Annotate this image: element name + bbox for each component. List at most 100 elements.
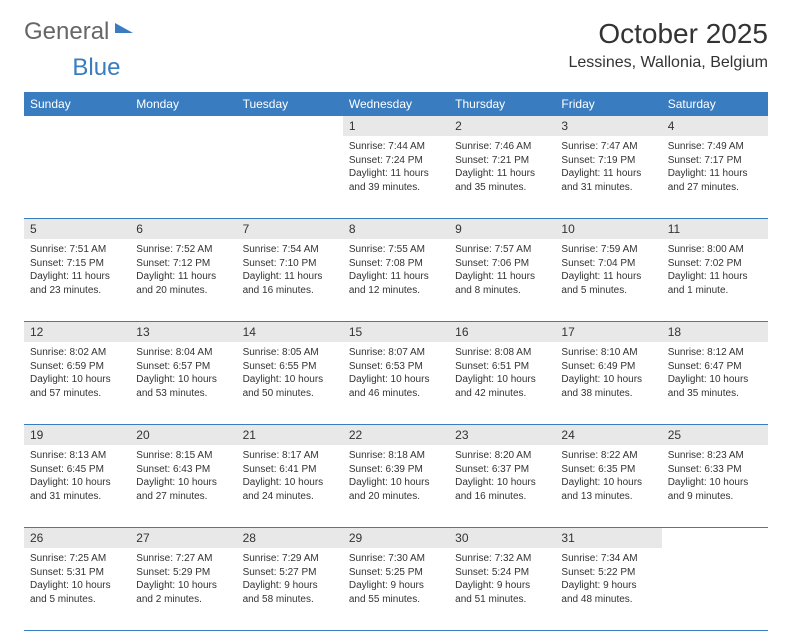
daylight-text: Daylight: 11 hours and 20 minutes. — [136, 270, 230, 297]
day-detail-row: Sunrise: 7:51 AMSunset: 7:15 PMDaylight:… — [24, 239, 768, 321]
sunset-text: Sunset: 6:47 PM — [668, 360, 762, 374]
calendar: Sunday Monday Tuesday Wednesday Thursday… — [24, 92, 768, 631]
day-cell: Sunrise: 8:00 AMSunset: 7:02 PMDaylight:… — [662, 239, 768, 321]
sunrise-text: Sunrise: 7:59 AM — [561, 243, 655, 257]
day-detail-row: Sunrise: 7:25 AMSunset: 5:31 PMDaylight:… — [24, 548, 768, 630]
day-number: 4 — [662, 116, 768, 136]
daylight-text: Daylight: 10 hours and 53 minutes. — [136, 373, 230, 400]
daylight-text: Daylight: 10 hours and 20 minutes. — [349, 476, 443, 503]
day-number-row: 19202122232425 — [24, 425, 768, 445]
sunrise-text: Sunrise: 8:12 AM — [668, 346, 762, 360]
day-cell: Sunrise: 7:49 AMSunset: 7:17 PMDaylight:… — [662, 136, 768, 218]
sunset-text: Sunset: 7:17 PM — [668, 154, 762, 168]
daylight-text: Daylight: 9 hours and 51 minutes. — [455, 579, 549, 606]
week-row: 567891011Sunrise: 7:51 AMSunset: 7:15 PM… — [24, 219, 768, 322]
weekday-wednesday: Wednesday — [343, 92, 449, 116]
day-cell: Sunrise: 7:30 AMSunset: 5:25 PMDaylight:… — [343, 548, 449, 630]
day-number — [24, 116, 130, 136]
sunrise-text: Sunrise: 7:44 AM — [349, 140, 443, 154]
sunrise-text: Sunrise: 7:34 AM — [561, 552, 655, 566]
day-cell: Sunrise: 8:02 AMSunset: 6:59 PMDaylight:… — [24, 342, 130, 424]
sunset-text: Sunset: 6:57 PM — [136, 360, 230, 374]
day-number-row: 262728293031 — [24, 528, 768, 548]
day-number-row: 12131415161718 — [24, 322, 768, 342]
daylight-text: Daylight: 10 hours and 42 minutes. — [455, 373, 549, 400]
day-cell: Sunrise: 7:46 AMSunset: 7:21 PMDaylight:… — [449, 136, 555, 218]
sunrise-text: Sunrise: 8:10 AM — [561, 346, 655, 360]
day-number: 14 — [237, 322, 343, 342]
sunset-text: Sunset: 6:53 PM — [349, 360, 443, 374]
sunset-text: Sunset: 7:04 PM — [561, 257, 655, 271]
sunset-text: Sunset: 5:25 PM — [349, 566, 443, 580]
day-cell: Sunrise: 8:15 AMSunset: 6:43 PMDaylight:… — [130, 445, 236, 527]
day-cell: Sunrise: 7:44 AMSunset: 7:24 PMDaylight:… — [343, 136, 449, 218]
day-number: 8 — [343, 219, 449, 239]
day-number: 16 — [449, 322, 555, 342]
week-row: 12131415161718Sunrise: 8:02 AMSunset: 6:… — [24, 322, 768, 425]
day-cell: Sunrise: 7:59 AMSunset: 7:04 PMDaylight:… — [555, 239, 661, 321]
day-number: 10 — [555, 219, 661, 239]
daylight-text: Daylight: 10 hours and 9 minutes. — [668, 476, 762, 503]
daylight-text: Daylight: 10 hours and 27 minutes. — [136, 476, 230, 503]
weekday-friday: Friday — [555, 92, 661, 116]
day-number: 24 — [555, 425, 661, 445]
day-cell: Sunrise: 8:22 AMSunset: 6:35 PMDaylight:… — [555, 445, 661, 527]
daylight-text: Daylight: 9 hours and 58 minutes. — [243, 579, 337, 606]
daylight-text: Daylight: 11 hours and 16 minutes. — [243, 270, 337, 297]
daylight-text: Daylight: 10 hours and 46 minutes. — [349, 373, 443, 400]
day-cell — [662, 548, 768, 630]
sunrise-text: Sunrise: 7:25 AM — [30, 552, 124, 566]
sunset-text: Sunset: 7:02 PM — [668, 257, 762, 271]
sunrise-text: Sunrise: 8:04 AM — [136, 346, 230, 360]
sunrise-text: Sunrise: 7:54 AM — [243, 243, 337, 257]
daylight-text: Daylight: 10 hours and 57 minutes. — [30, 373, 124, 400]
sunrise-text: Sunrise: 8:15 AM — [136, 449, 230, 463]
daylight-text: Daylight: 10 hours and 5 minutes. — [30, 579, 124, 606]
day-number-row: 567891011 — [24, 219, 768, 239]
day-number — [662, 528, 768, 548]
day-cell: Sunrise: 7:29 AMSunset: 5:27 PMDaylight:… — [237, 548, 343, 630]
day-cell: Sunrise: 7:55 AMSunset: 7:08 PMDaylight:… — [343, 239, 449, 321]
day-number: 28 — [237, 528, 343, 548]
sunset-text: Sunset: 5:27 PM — [243, 566, 337, 580]
sunrise-text: Sunrise: 8:00 AM — [668, 243, 762, 257]
title-block: October 2025 Lessines, Wallonia, Belgium — [569, 18, 769, 72]
brand-part2: Blue — [72, 54, 120, 82]
day-number: 29 — [343, 528, 449, 548]
daylight-text: Daylight: 10 hours and 13 minutes. — [561, 476, 655, 503]
weekday-tuesday: Tuesday — [237, 92, 343, 116]
day-number: 20 — [130, 425, 236, 445]
day-number: 12 — [24, 322, 130, 342]
daylight-text: Daylight: 11 hours and 5 minutes. — [561, 270, 655, 297]
daylight-text: Daylight: 10 hours and 2 minutes. — [136, 579, 230, 606]
day-number-row: 1234 — [24, 116, 768, 136]
day-cell: Sunrise: 8:10 AMSunset: 6:49 PMDaylight:… — [555, 342, 661, 424]
sunset-text: Sunset: 6:41 PM — [243, 463, 337, 477]
daylight-text: Daylight: 10 hours and 16 minutes. — [455, 476, 549, 503]
week-row: 19202122232425Sunrise: 8:13 AMSunset: 6:… — [24, 425, 768, 528]
sunset-text: Sunset: 5:29 PM — [136, 566, 230, 580]
sunset-text: Sunset: 6:59 PM — [30, 360, 124, 374]
day-detail-row: Sunrise: 8:02 AMSunset: 6:59 PMDaylight:… — [24, 342, 768, 424]
day-cell: Sunrise: 7:54 AMSunset: 7:10 PMDaylight:… — [237, 239, 343, 321]
day-number: 19 — [24, 425, 130, 445]
day-number: 30 — [449, 528, 555, 548]
sunrise-text: Sunrise: 8:22 AM — [561, 449, 655, 463]
sunset-text: Sunset: 6:51 PM — [455, 360, 549, 374]
day-cell: Sunrise: 8:18 AMSunset: 6:39 PMDaylight:… — [343, 445, 449, 527]
sunrise-text: Sunrise: 7:52 AM — [136, 243, 230, 257]
day-cell — [130, 136, 236, 218]
day-cell: Sunrise: 7:52 AMSunset: 7:12 PMDaylight:… — [130, 239, 236, 321]
sunrise-text: Sunrise: 7:49 AM — [668, 140, 762, 154]
daylight-text: Daylight: 11 hours and 39 minutes. — [349, 167, 443, 194]
day-number: 22 — [343, 425, 449, 445]
sunrise-text: Sunrise: 7:51 AM — [30, 243, 124, 257]
daylight-text: Daylight: 11 hours and 12 minutes. — [349, 270, 443, 297]
day-number: 15 — [343, 322, 449, 342]
sunset-text: Sunset: 7:12 PM — [136, 257, 230, 271]
sunset-text: Sunset: 6:45 PM — [30, 463, 124, 477]
day-number: 31 — [555, 528, 661, 548]
day-detail-row: Sunrise: 7:44 AMSunset: 7:24 PMDaylight:… — [24, 136, 768, 218]
sunset-text: Sunset: 6:35 PM — [561, 463, 655, 477]
day-cell: Sunrise: 7:27 AMSunset: 5:29 PMDaylight:… — [130, 548, 236, 630]
